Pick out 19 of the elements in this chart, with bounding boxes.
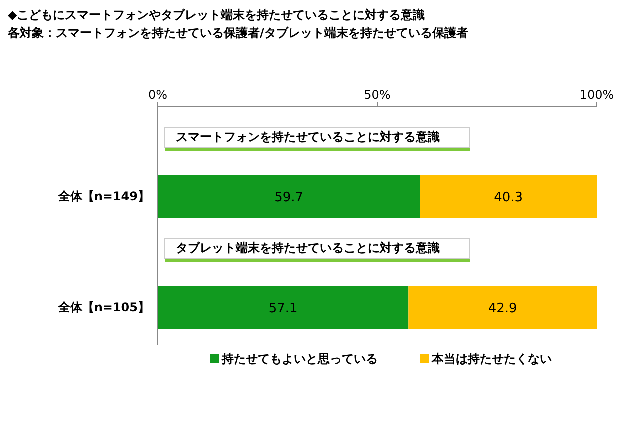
x-tick-label: 100% (580, 88, 614, 102)
legend-label: 持たせてもよいと思っている (221, 352, 378, 366)
bar (158, 175, 420, 218)
legend-label: 本当は持たせたくない (431, 352, 552, 366)
bar (420, 175, 597, 218)
chart-subtitle: 各対象：スマートフォンを持たせている保護者/タブレット端末を持たせている保護者 (7, 26, 468, 40)
bar (408, 286, 597, 329)
chart-title: ◆こどもにスマートフォンやタブレット端末を持たせていることに対する意識 (8, 8, 426, 22)
data-label: 57.1 (268, 302, 298, 316)
data-label: 59.7 (274, 190, 304, 206)
x-tick-label: 50% (364, 88, 391, 102)
data-label: 42.9 (488, 302, 518, 316)
annotation: タブレット端末を持たせていることに対する意識 (176, 241, 440, 255)
bar (158, 286, 409, 329)
y-tick-label: 全体【n=149】 (57, 190, 150, 204)
annotation: スマートフォンを持たせていることに対する意識 (176, 130, 440, 144)
data-label: 40.3 (494, 190, 524, 206)
x-tick-label: 0% (148, 88, 168, 102)
y-tick-label: 全体【n=105】 (57, 300, 150, 314)
